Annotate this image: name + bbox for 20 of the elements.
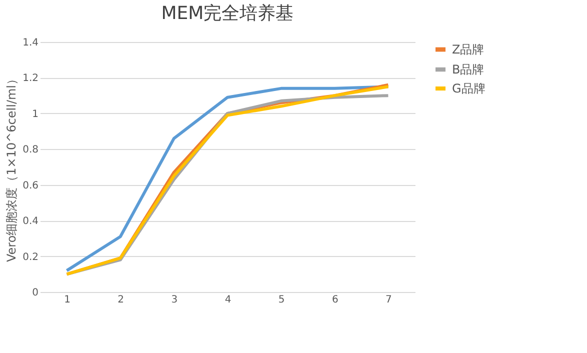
y-tick-label: 0.6	[22, 180, 38, 192]
y-tick-label: 0	[32, 288, 38, 298]
legend-label: B品牌	[452, 62, 484, 76]
x-tick-label: 1	[64, 294, 70, 306]
y-tick-label: 0.8	[22, 144, 38, 156]
y-tick-label: 1.2	[22, 73, 38, 84]
x-tick-label: 7	[386, 294, 392, 306]
y-tick-label: 1.4	[22, 38, 38, 48]
x-tick-label: 5	[278, 294, 285, 306]
x-tick-label: 6	[332, 294, 338, 306]
x-tick-label: 2	[118, 294, 124, 306]
x-tick-label: 4	[224, 294, 232, 306]
legend-label: Z品牌	[452, 42, 484, 56]
y-tick-label: 1	[32, 108, 38, 120]
y-axis-title: Vero细胞浓度（1×10^6cell/ml）	[4, 72, 19, 262]
chart-title: MEM完全培养基	[161, 3, 294, 24]
y-tick-label: 0.2	[22, 252, 38, 263]
y-tick-label: 0.4	[22, 216, 38, 228]
legend-label: G品牌	[452, 82, 486, 96]
x-tick-label: 3	[171, 294, 178, 306]
